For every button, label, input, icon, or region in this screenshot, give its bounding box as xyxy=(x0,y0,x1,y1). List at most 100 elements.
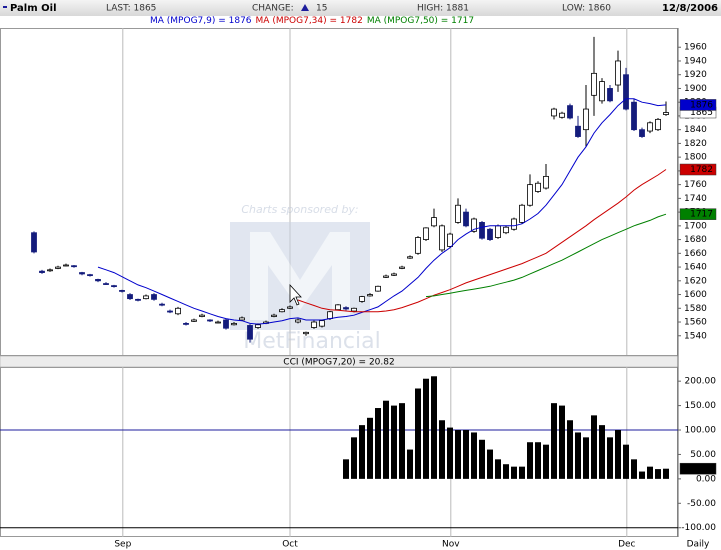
value-tag: 1782 xyxy=(690,165,713,175)
y-tick-label: 200.00 xyxy=(685,377,717,387)
bar xyxy=(383,400,389,479)
candle-body xyxy=(39,270,45,273)
candle-body xyxy=(367,294,373,297)
bar xyxy=(535,442,541,479)
header-bullet xyxy=(3,6,7,8)
candle-body xyxy=(287,306,293,309)
y-tick-label: 1620 xyxy=(684,276,707,286)
candle-body xyxy=(183,322,189,325)
bar xyxy=(639,471,645,479)
last: LAST: 1865 xyxy=(106,4,156,14)
bar xyxy=(519,466,525,479)
y-tick-label: 1920 xyxy=(684,70,707,80)
bar xyxy=(567,420,573,479)
candle-body xyxy=(639,129,645,137)
change: 15 xyxy=(316,4,327,14)
candle-body xyxy=(583,108,589,131)
candle-body xyxy=(143,295,149,300)
legend-entry: MA (MPOG7,9) = 1876 xyxy=(150,16,252,26)
candle-body xyxy=(55,266,61,269)
candle-body xyxy=(615,60,621,86)
x-tick-label: Nov xyxy=(442,540,460,550)
candle-body xyxy=(111,285,117,288)
watermark-logo-m xyxy=(250,232,350,320)
bar xyxy=(511,466,517,479)
legend-entry: MA (MPOG7,50) = 1717 xyxy=(367,16,474,26)
bar xyxy=(463,430,469,479)
bar xyxy=(543,444,549,479)
candle-body xyxy=(247,325,253,340)
candle-body xyxy=(487,228,493,240)
candle-body xyxy=(71,265,77,268)
y-tick-label: 1580 xyxy=(684,304,707,314)
watermark-brand: MetFinancial xyxy=(243,329,380,354)
candle-body xyxy=(255,324,261,328)
candle-body xyxy=(399,266,405,269)
value-tag: 1876 xyxy=(690,100,713,110)
candle-body xyxy=(647,122,653,132)
cci-title: CCI (MPOG7,20) = 20.82 xyxy=(283,358,394,368)
bar xyxy=(615,430,621,479)
candle-body xyxy=(199,314,205,317)
bar xyxy=(415,388,421,479)
low: LOW: 1860 xyxy=(562,4,611,14)
bar xyxy=(551,403,557,479)
y-tick-label: 1760 xyxy=(684,180,707,190)
legend: MA (MPOG7,9) = 1876 MA (MPOG7,34) = 1782 M… xyxy=(150,16,474,26)
candle-body xyxy=(327,311,333,319)
bar xyxy=(559,405,565,479)
bar xyxy=(647,466,653,479)
x-axis-label: Daily xyxy=(687,540,710,550)
candle-body xyxy=(607,88,613,102)
value-tag-box xyxy=(679,462,717,475)
y-tick-label: 1680 xyxy=(684,235,707,245)
candle-body xyxy=(519,204,525,223)
y-tick-label: -50.00 xyxy=(687,499,716,509)
candle-body xyxy=(463,211,469,227)
ma-line xyxy=(297,169,667,313)
x-tick-label: Dec xyxy=(618,540,635,550)
candle-body xyxy=(175,307,181,315)
candle-body xyxy=(295,319,301,323)
bar xyxy=(399,403,405,479)
value-tag-box xyxy=(679,208,717,220)
candle-body xyxy=(87,274,93,277)
ma-line xyxy=(97,98,667,325)
candle-body xyxy=(359,296,365,302)
candle-body xyxy=(431,217,437,227)
candle-body xyxy=(391,273,397,276)
candle-body xyxy=(351,307,357,312)
legend-entry: MA (MPOG7,34) = 1782 xyxy=(256,16,363,26)
y-tick-label: 1820 xyxy=(684,139,707,149)
candle-body xyxy=(567,105,573,119)
candle-body xyxy=(575,125,581,137)
y-tick-label: 1900 xyxy=(684,84,707,94)
candle-body xyxy=(319,320,325,327)
candle-body xyxy=(231,322,237,326)
candle-body xyxy=(239,317,245,321)
candle-body xyxy=(655,118,661,131)
x-tick-label: Oct xyxy=(282,540,298,550)
bar xyxy=(623,444,629,479)
bar xyxy=(423,378,429,479)
bar xyxy=(343,459,349,479)
candle-body xyxy=(511,218,517,230)
bar xyxy=(351,437,357,479)
candle-body xyxy=(151,294,157,300)
y-tick-label: 1660 xyxy=(684,249,707,259)
candle-body xyxy=(631,101,637,131)
candle-body xyxy=(103,283,109,285)
candle-body xyxy=(95,279,101,282)
candle-body xyxy=(311,321,317,328)
bar xyxy=(367,417,373,479)
bar xyxy=(527,442,533,479)
change-arrow xyxy=(301,4,309,11)
value-tag: 1717 xyxy=(690,210,713,220)
candle-body xyxy=(119,290,125,292)
candle-body xyxy=(447,233,453,247)
candle-body xyxy=(455,204,461,223)
ma-line xyxy=(425,213,667,298)
watermark-text: Charts sponsored by: xyxy=(241,203,358,216)
candle-body xyxy=(479,222,485,239)
y-tick-label: 150.00 xyxy=(685,401,717,411)
